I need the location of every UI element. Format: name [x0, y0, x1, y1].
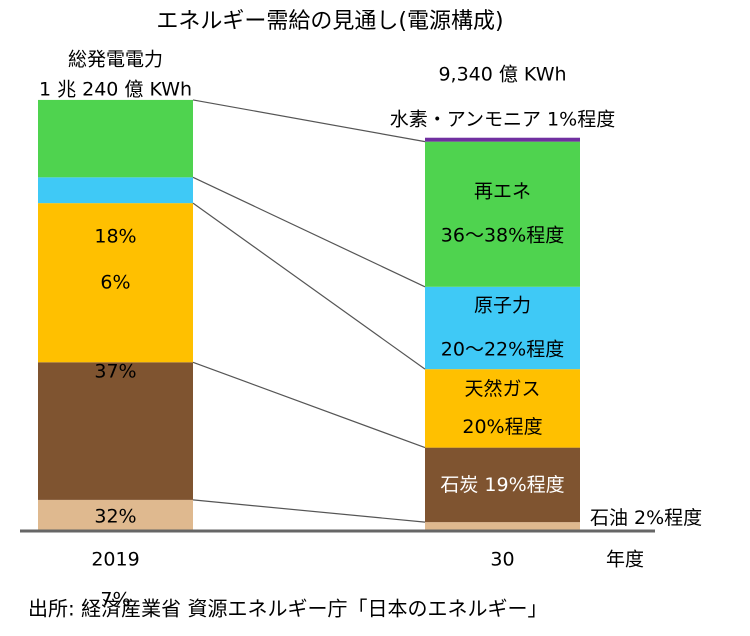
- segment-label: 水素・アンモニア 1%程度: [390, 108, 615, 130]
- bar-segment: [425, 447, 580, 523]
- value-label: 37%: [94, 361, 136, 383]
- value-label: 20%程度: [462, 416, 542, 438]
- segment-name: 天然ガス: [464, 378, 540, 400]
- connector: [192, 361, 426, 449]
- bar-segment: [38, 99, 193, 178]
- connector: [192, 176, 426, 288]
- connector: [192, 202, 426, 370]
- value-label: 1%程度: [547, 108, 615, 130]
- chart-title: エネルギー需給の見通し(電源構成): [156, 9, 503, 34]
- x-tick-label: 30: [490, 549, 514, 571]
- x-tick-label: 2019: [91, 549, 139, 571]
- value-label: 36～38%程度: [441, 225, 564, 247]
- value-label: 7%: [100, 589, 130, 611]
- value-label: 20～22%程度: [441, 338, 564, 360]
- total-label: 9,340 億 KWh: [438, 64, 566, 86]
- x-axis-label: 年度: [606, 549, 644, 571]
- segment-name: 石炭: [440, 473, 478, 495]
- segment-label: 石炭 19%程度: [440, 473, 564, 495]
- connector: [192, 499, 426, 523]
- bar-segment: [38, 499, 193, 530]
- value-label: 18%: [94, 226, 136, 248]
- bar-segment: [38, 203, 193, 363]
- total-label: 1 兆 240 億 KWh: [39, 79, 192, 101]
- segment-name: 再エネ: [474, 181, 531, 203]
- value-label: 2%程度: [634, 507, 702, 529]
- segment-label: 石油 2%程度: [590, 507, 702, 529]
- segment-name: 水素・アンモニア: [390, 108, 541, 130]
- source-note: 出所: 経済産業省 資源エネルギー庁「日本のエネルギー」: [28, 597, 547, 621]
- value-label: 19%程度: [484, 473, 564, 495]
- bar-segment: [425, 141, 580, 287]
- segment-name: 原子力: [474, 294, 531, 316]
- total-caption: 総発電電力: [68, 49, 163, 71]
- segment-name: 石油: [590, 507, 628, 529]
- value-label: 32%: [94, 506, 136, 528]
- connector: [192, 99, 426, 143]
- value-label: 6%: [100, 272, 130, 294]
- bar-segment: [425, 137, 580, 142]
- bar-segment: [425, 522, 580, 530]
- bar-segment: [38, 177, 193, 204]
- bar-segment: [38, 362, 193, 500]
- bar-segment: [425, 369, 580, 448]
- bar-segment: [425, 286, 580, 370]
